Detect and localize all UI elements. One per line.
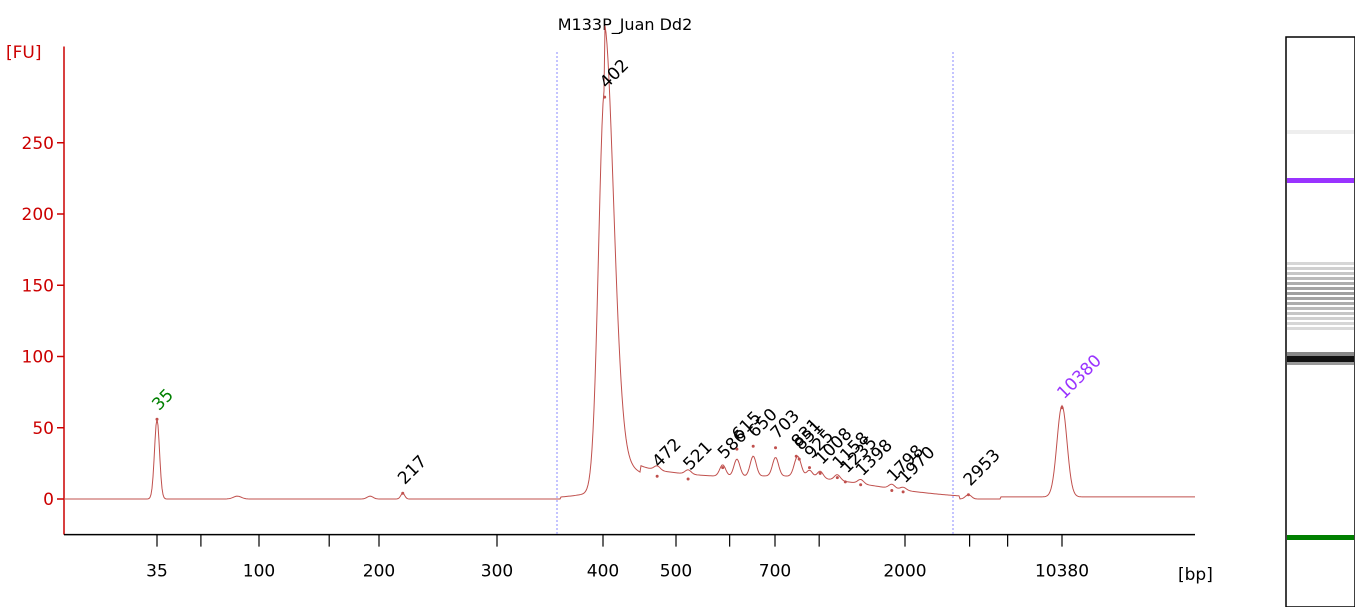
y-tick-label: 150 [22,276,54,296]
peak-point [735,447,739,451]
peak-label: 2953 [960,446,1005,491]
x-tick-label: 35 [146,562,168,582]
gel-band-main [1287,356,1354,362]
y-tick-label: 0 [43,490,54,510]
gel-band-smear [1287,322,1354,325]
x-tick-label: 300 [481,562,513,582]
x-tick-label: 100 [243,562,275,582]
gel-band-smear [1287,287,1354,290]
peak-point [890,488,894,492]
peak-point [401,491,405,495]
gel-band-smear [1287,282,1354,285]
gel-band-smear [1287,307,1354,310]
y-tick-label: 50 [32,419,54,439]
peak-label: 217 [394,452,431,489]
gel-band-smear [1287,302,1354,305]
peak-point [1060,406,1064,410]
gel-band-smear [1287,277,1354,280]
y-tick-label: 250 [22,134,54,154]
x-tick-label: 700 [759,562,791,582]
y-axis-label: [FU] [6,43,42,63]
x-tick-label: 200 [363,562,395,582]
gel-lane-image [1285,36,1355,607]
peak-point [774,446,778,450]
peak-label: 472 [649,435,686,472]
gel-band-smear [1287,267,1354,270]
gel-band-smear [1287,297,1354,300]
gel-band-upper-marker [1287,178,1354,183]
gel-band-lower-marker [1287,535,1354,540]
y-tick-label: 200 [22,205,54,225]
gel-band-smear [1287,272,1354,275]
peak-point [808,466,812,470]
peak-point [843,480,847,484]
peak-point [721,466,725,470]
peak-label: 402 [596,56,633,93]
peak-point [794,454,798,458]
peak-point [655,474,659,478]
x-tick-label: 2000 [883,562,926,582]
x-tick-label: 400 [587,562,619,582]
x-axis-label: [bp] [1178,565,1213,585]
series-trace [64,25,1195,500]
peak-point [603,95,607,99]
peak-label: 35 [148,385,177,414]
y-tick-label: 100 [22,348,54,368]
peak-label: 521 [679,437,716,474]
gel-band-smear [1287,292,1354,295]
gel-band-smear [1287,317,1354,320]
peak-point [859,483,863,487]
plot-area: 0 50 100 150 200 250 35 100 200 300 400 500 700 2000 1… [22,25,1195,582]
gel-band-faint [1287,130,1354,134]
peak-point [818,471,822,475]
gel-band-smear [1287,312,1354,315]
gel-band-smear [1287,327,1354,330]
peak-point [751,444,755,448]
peak-point [797,457,801,461]
peak-point [901,490,905,494]
gel-band-smear [1287,262,1354,265]
x-tick-label: 10380 [1035,562,1089,582]
x-tick-label: 500 [660,562,692,582]
peak-point [686,477,690,481]
peak-label: 10380 [1053,351,1105,403]
gel-band-main-halo [1287,352,1354,356]
peak-point [966,493,970,497]
chart-title: M133P_Juan Dd2 [558,15,693,35]
peak-point [155,417,159,421]
peak-point [835,476,839,480]
gel-band-main-halo [1287,362,1354,365]
